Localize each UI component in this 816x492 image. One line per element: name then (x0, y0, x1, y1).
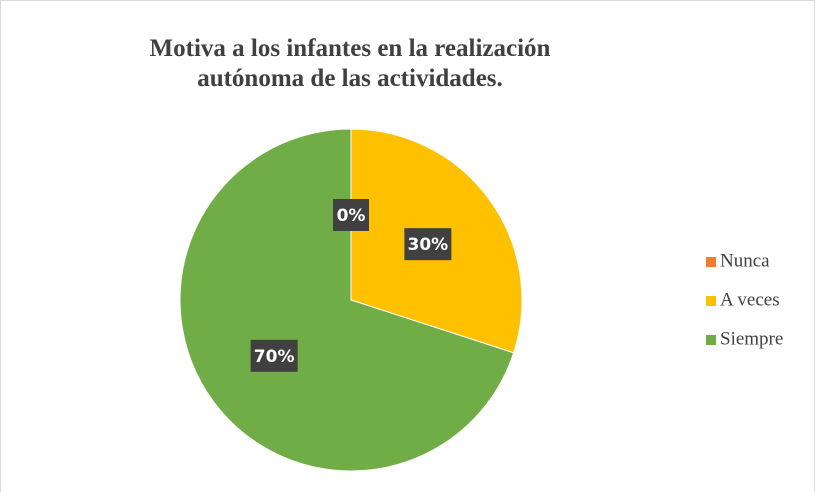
pie-slice (179, 128, 515, 472)
data-label-box (250, 339, 298, 372)
legend-swatch (706, 257, 716, 267)
legend-swatch (706, 296, 716, 306)
legend-label: Nunca (720, 250, 770, 271)
chart-title: Motiva a los infantes en la realización … (149, 35, 551, 92)
data-label: 70% (254, 347, 295, 367)
data-label: 0% (337, 206, 366, 226)
legend-label: Siempre (720, 328, 783, 349)
data-label-box (333, 199, 369, 231)
data-label: 30% (408, 235, 449, 255)
legend-label: A veces (720, 289, 780, 310)
data-label-box (404, 228, 452, 261)
legend-swatch (706, 335, 716, 345)
